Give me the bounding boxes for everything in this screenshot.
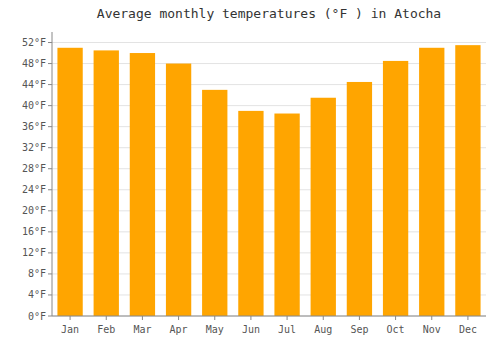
x-tick [214,316,215,320]
bar [57,48,82,316]
y-tick [48,105,52,106]
chart-container: Average monthly temperatures (°F ) in At… [0,0,500,350]
y-tick-label: 20°F [22,205,46,216]
y-tick [48,42,52,43]
x-tick-label: Nov [423,324,441,335]
y-tick-label: 8°F [28,268,46,279]
y-tick-label: 48°F [22,58,46,69]
y-axis-line [52,32,53,316]
y-tick [48,210,52,211]
x-tick-label: Jul [278,324,296,335]
y-tick-label: 0°F [28,311,46,322]
grid [52,43,486,316]
title: Average monthly temperatures (°F ) in At… [97,6,441,21]
x-axis-line [52,316,486,317]
x-tick-label: Aug [314,324,332,335]
bar [166,64,191,316]
bar [274,114,299,316]
x-tick [395,316,396,320]
x-tick-label: Sep [350,324,368,335]
x-tick-label: Oct [387,324,405,335]
y-tick [48,63,52,64]
y-tick [48,316,52,317]
x-axis: Jan Feb Mar Apr May Jun Jul Aug Sep Oct Nov Dec [52,316,486,335]
bar [455,45,480,316]
y-tick [48,84,52,85]
y-tick-label: 28°F [22,163,46,174]
x-tick [178,316,179,320]
y-tick [48,126,52,127]
x-tick-label: Mar [133,324,151,335]
y-tick-label: 40°F [22,100,46,111]
y-tick [48,168,52,169]
y-tick-label: 44°F [22,79,46,90]
x-tick-label: Jun [242,324,260,335]
x-tick [431,316,432,320]
y-tick-label: 16°F [22,226,46,237]
bar [347,82,372,316]
x-tick [467,316,468,320]
bar [94,50,119,316]
bar [202,90,227,316]
y-tick [48,294,52,295]
y-axis: 0°F 4°F 8°F 12°F 16°F 20°F 24°F 28°F 32°F 36°F 40°… [22,32,52,322]
x-tick-label: May [206,324,224,335]
y-tick [48,252,52,253]
bar [311,98,336,316]
x-tick [106,316,107,320]
grid-line [52,42,486,43]
bar [130,53,155,316]
y-tick-label: 4°F [28,289,46,300]
bars [57,45,480,316]
y-tick [48,189,52,190]
x-tick [142,316,143,320]
x-tick [287,316,288,320]
x-tick-label: Apr [170,324,188,335]
x-tick [250,316,251,320]
bar [419,48,444,316]
y-tick-label: 32°F [22,142,46,153]
y-tick-label: 52°F [22,37,46,48]
y-tick [48,273,52,274]
x-tick [359,316,360,320]
x-tick-label: Jan [61,324,79,335]
y-tick-label: 12°F [22,247,46,258]
grid-line [52,316,486,317]
y-tick-label: 24°F [22,184,46,195]
x-tick-label: Dec [459,324,477,335]
y-tick [48,231,52,232]
x-tick [323,316,324,320]
y-tick-label: 36°F [22,121,46,132]
x-tick-label: Feb [97,324,115,335]
bar [238,111,263,316]
y-tick [48,147,52,148]
x-tick [70,316,71,320]
chart-svg: Average monthly temperatures (°F ) in At… [0,0,500,350]
bar [383,61,408,316]
